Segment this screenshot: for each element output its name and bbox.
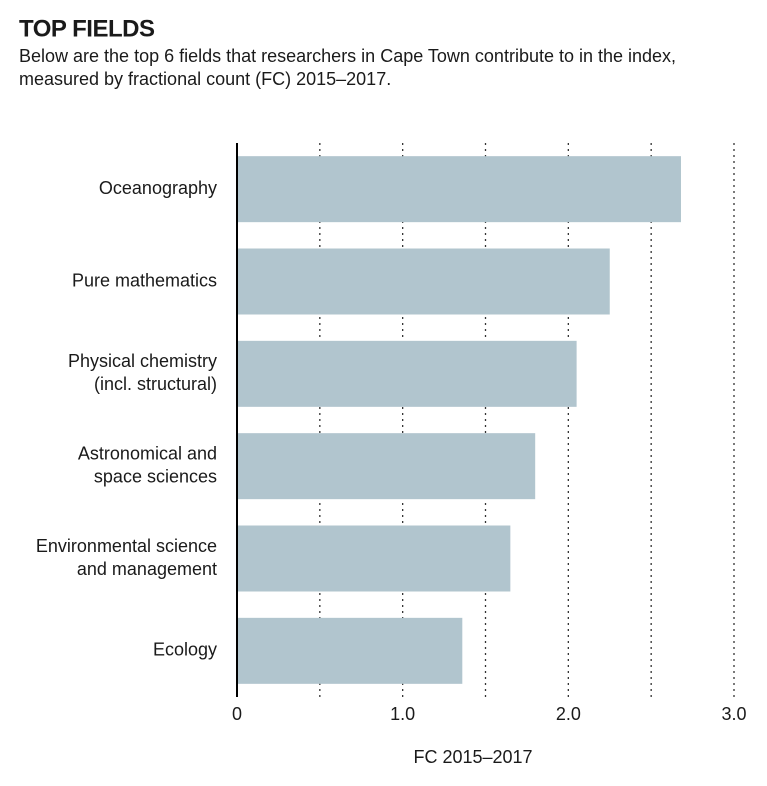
chart-title: TOP FIELDS (19, 15, 155, 42)
y-tick-label: Ecology (153, 640, 217, 660)
y-tick-label: Astronomical and (78, 443, 217, 463)
bar (237, 433, 536, 500)
bar (237, 248, 610, 315)
x-tick-label: 0 (232, 704, 242, 724)
bar (237, 156, 681, 223)
bar (237, 525, 511, 592)
y-tick-label: Oceanography (99, 178, 217, 198)
x-tick-label: 1.0 (390, 704, 415, 724)
x-tick-label: 2.0 (556, 704, 581, 724)
bar (237, 617, 463, 684)
y-tick-label: Environmental science (36, 536, 217, 556)
y-tick-label: space sciences (94, 466, 217, 486)
y-tick-label: (incl. structural) (94, 374, 217, 394)
bar (237, 340, 577, 407)
y-tick-label: Pure mathematics (72, 270, 217, 290)
subtitle: Below are the top 6 fields that research… (19, 46, 676, 66)
x-axis-label: FC 2015–2017 (413, 747, 532, 767)
y-tick-label: and management (77, 559, 217, 579)
y-tick-label: Physical chemistry (68, 351, 217, 371)
x-tick-label: 3.0 (721, 704, 746, 724)
subtitle: measured by fractional count (FC) 2015–2… (19, 69, 391, 89)
